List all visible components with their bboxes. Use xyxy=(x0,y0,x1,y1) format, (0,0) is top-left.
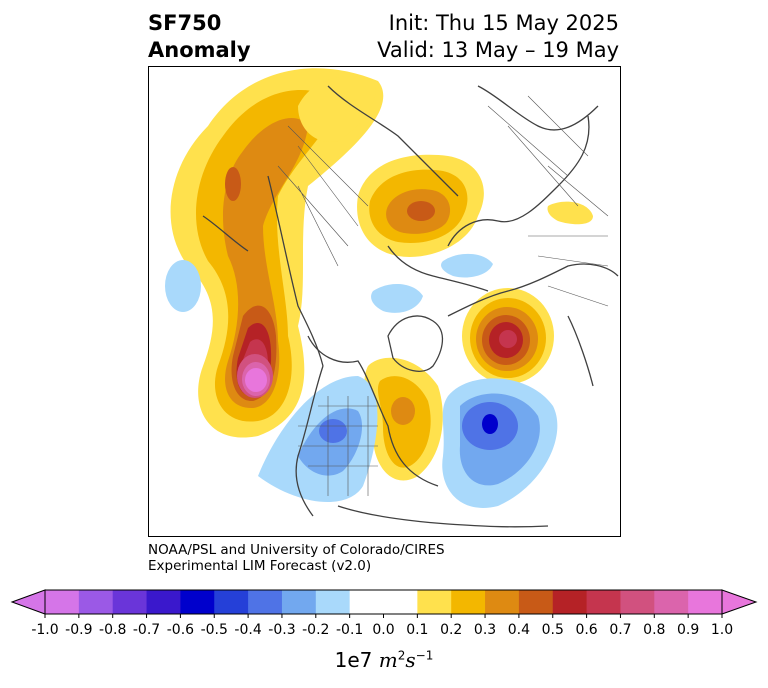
colorbar-extend-low xyxy=(10,589,46,615)
positive-anomaly-eurasia xyxy=(298,76,593,257)
colorbar-segment xyxy=(552,590,588,614)
colorbar-segments xyxy=(10,589,758,615)
colorbar-segment xyxy=(451,590,486,614)
colorbar-tick-label: -0.6 xyxy=(167,622,194,638)
colorbar-segment xyxy=(518,590,554,614)
colorbar-segment xyxy=(620,590,655,614)
colorbar-tick-label: -0.3 xyxy=(268,622,295,638)
colorbar-tick-label: 0.2 xyxy=(440,622,462,638)
negative-anomaly-west-america xyxy=(258,376,378,503)
colorbar-tick-label: 0.8 xyxy=(643,622,665,638)
positive-anomaly-east-america xyxy=(364,357,443,481)
colorbar-tick-label: -0.9 xyxy=(65,622,92,638)
colorbar-segment xyxy=(383,590,418,614)
units-symbol: m xyxy=(378,648,398,672)
colorbar-tick-label: 0.9 xyxy=(677,622,699,638)
negative-anomaly-pacific xyxy=(165,253,493,313)
colorbar-tick-label: -0.1 xyxy=(336,622,363,638)
forecast-dates: Init: Thu 15 May 2025 Valid: 13 May – 19… xyxy=(377,10,619,64)
colorbar-tick-label: 0.4 xyxy=(508,622,530,638)
init-date: Init: Thu 15 May 2025 xyxy=(388,11,619,35)
colorbar-tick-label: -0.5 xyxy=(201,622,228,638)
variable-label: SF750 xyxy=(148,11,222,35)
colorbar-units: 1e7 m2s−1 xyxy=(334,648,434,672)
colorbar-segment xyxy=(349,590,384,614)
colorbar-tick-label: 1.0 xyxy=(711,622,733,638)
colorbar-ticks: -1.0 -0.9 -0.8 -0.7 -0.6 -0.5 -0.4 -0.3 -0.2 -0.1… xyxy=(31,614,733,638)
credit: NOAA/PSL and University of Colorado/CIRE… xyxy=(148,542,445,574)
colorbar-segment xyxy=(654,590,689,614)
colorbar-segment xyxy=(78,590,114,614)
positive-anomaly-pacific xyxy=(170,68,384,438)
credit-line-1: NOAA/PSL and University of Colorado/CIRE… xyxy=(148,542,445,558)
colorbar-segment xyxy=(45,590,80,614)
anomaly-map xyxy=(148,66,621,537)
colorbar-segment xyxy=(248,590,283,614)
colorbar-tick-label: -0.7 xyxy=(133,622,160,638)
colorbar-segment xyxy=(214,590,249,614)
colorbar-tick-label: -1.0 xyxy=(31,622,58,638)
colorbar-tick-label: 0.3 xyxy=(474,622,496,638)
colorbar-segment xyxy=(315,590,351,614)
colorbar-tick-label: -0.2 xyxy=(302,622,329,638)
colorbar-tick-label: -0.4 xyxy=(234,622,261,638)
credit-line-2: Experimental LIM Forecast (v2.0) xyxy=(148,558,372,574)
colorbar-segment xyxy=(281,590,317,614)
colorbar-segment xyxy=(112,590,148,614)
colorbar-segment xyxy=(586,590,621,614)
colorbar-segment xyxy=(417,590,452,614)
colorbar-tick-label: 0.6 xyxy=(575,622,597,638)
colorbar-segment xyxy=(485,590,520,614)
colorbar-segment xyxy=(180,590,215,614)
colorbar: -1.0 -0.9 -0.8 -0.7 -0.6 -0.5 -0.4 -0.3 -0.2 -0.1… xyxy=(10,589,758,638)
colorbar-segment xyxy=(146,590,181,614)
colorbar-segment xyxy=(688,590,723,614)
colorbar-tick-label: -0.8 xyxy=(99,622,126,638)
valid-range: Valid: 13 May – 19 May xyxy=(377,38,619,62)
colorbar-tick-label: 0.0 xyxy=(372,622,394,638)
units-prefix: 1e7 xyxy=(334,648,373,672)
colorbar-tick-label: 0.7 xyxy=(609,622,631,638)
negative-anomaly-atlantic xyxy=(442,378,558,508)
positive-anomaly-atlantic xyxy=(462,288,554,384)
coastlines xyxy=(202,85,619,528)
colorbar-extend-high xyxy=(721,589,758,615)
colorbar-tick-label: 0.1 xyxy=(406,622,428,638)
anomaly-label: Anomaly xyxy=(148,38,251,62)
colorbar-tick-label: 0.5 xyxy=(542,622,564,638)
map-title: SF750 Anomaly xyxy=(148,10,251,64)
political-borders xyxy=(277,95,609,496)
